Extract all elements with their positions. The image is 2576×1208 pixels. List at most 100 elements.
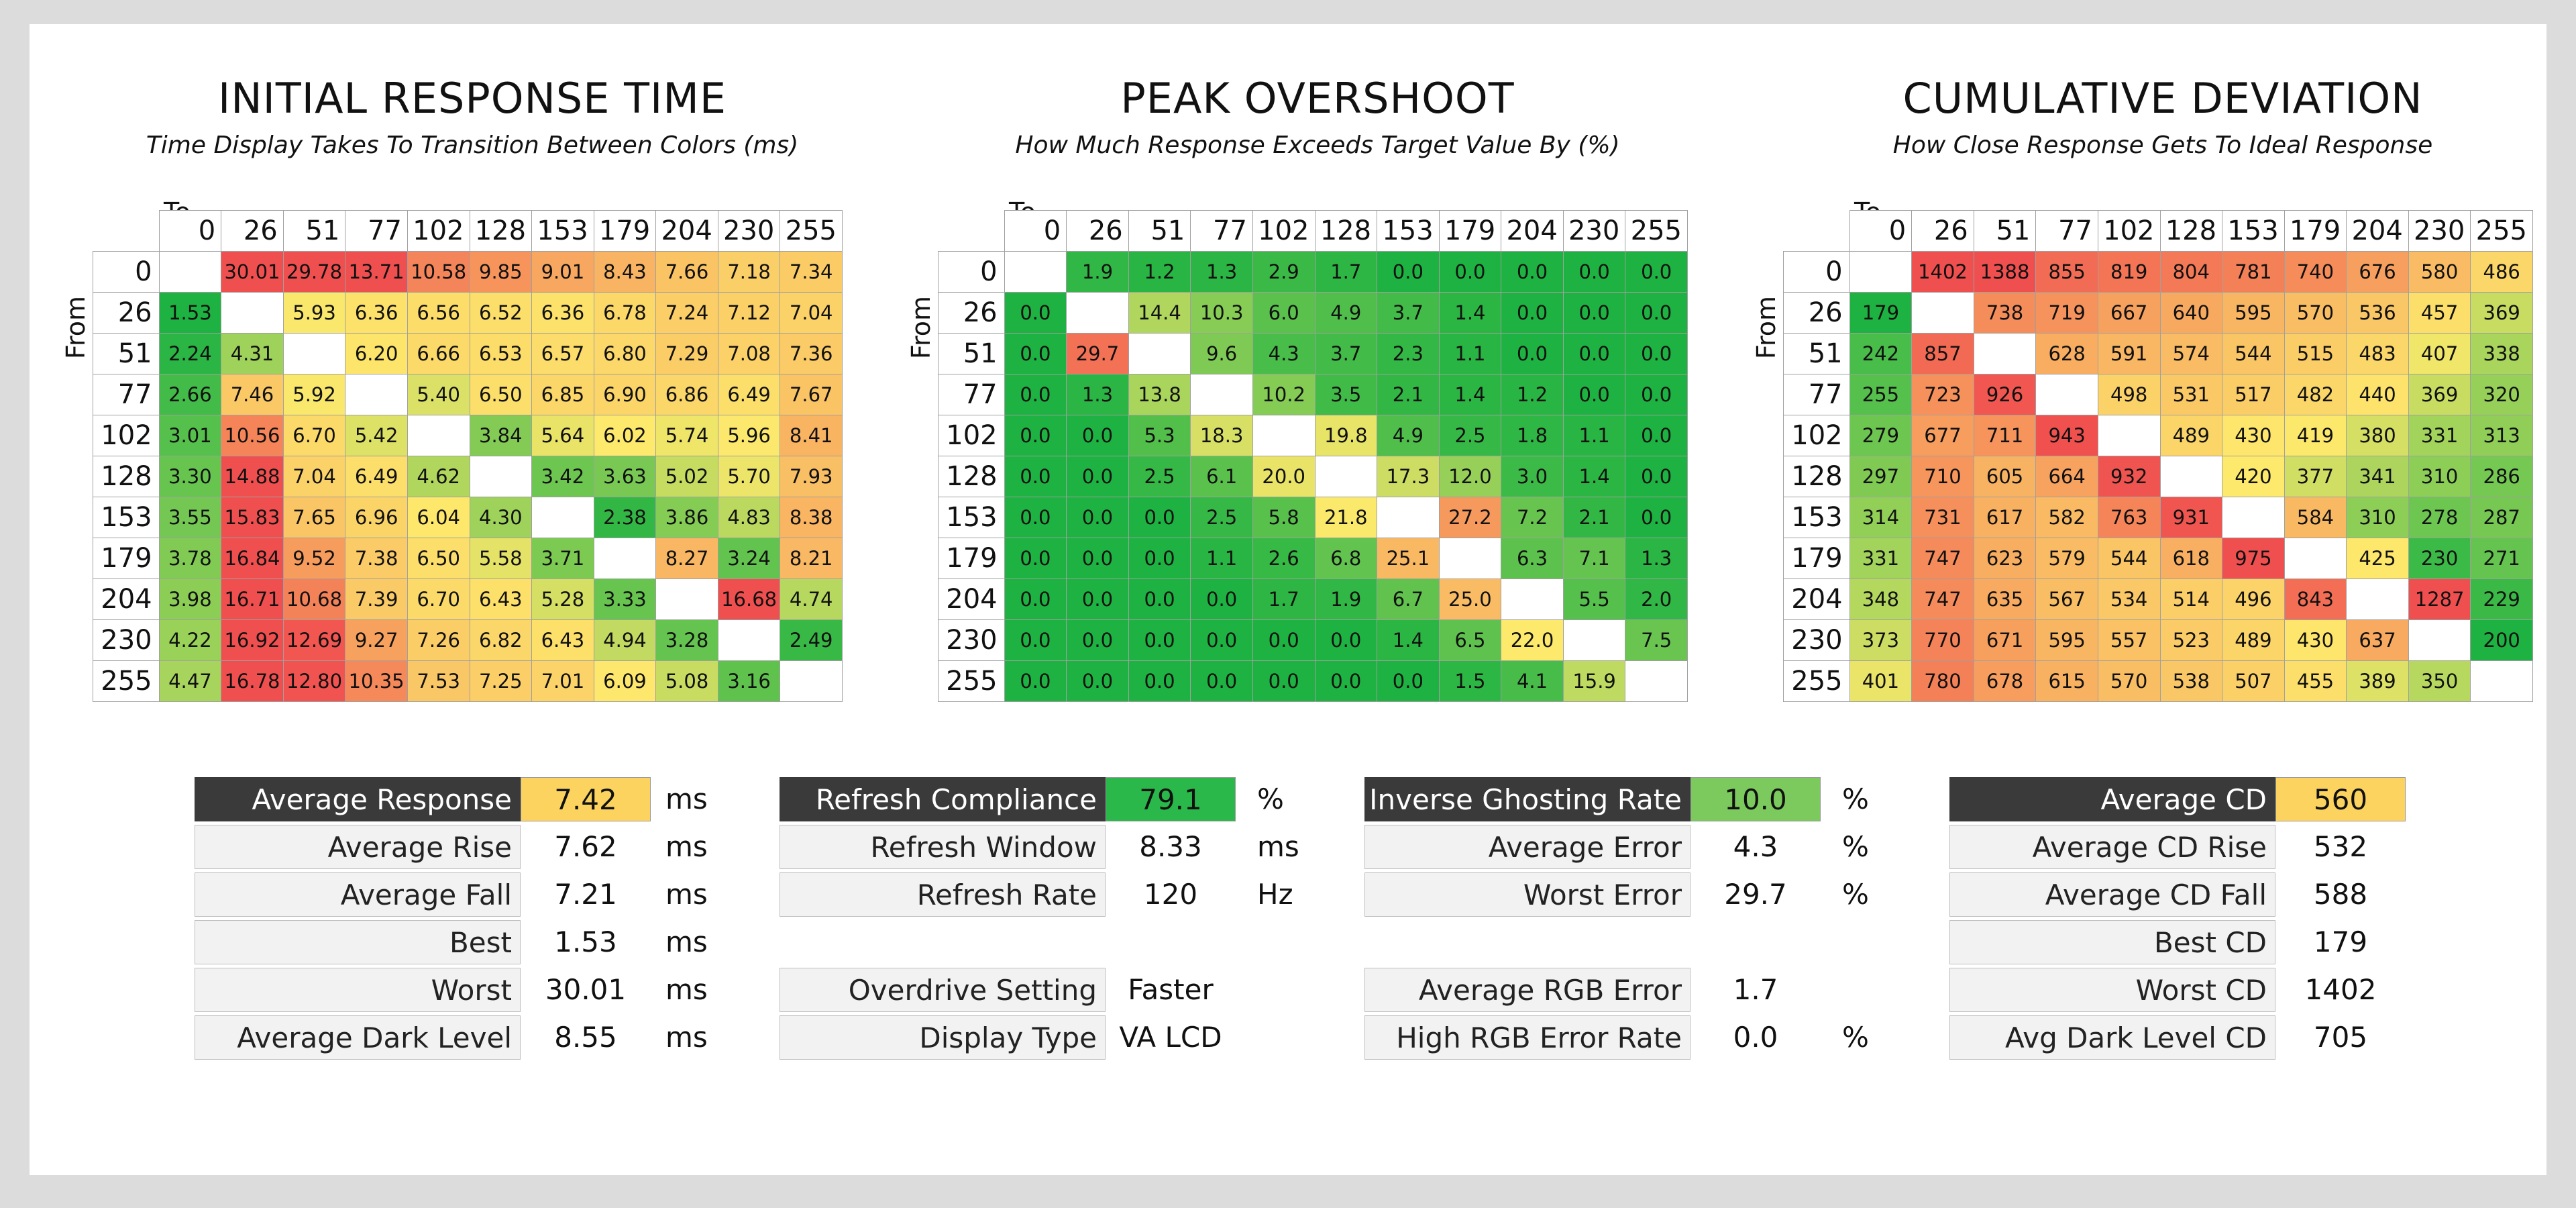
- heatmap-cell: 179: [1849, 292, 1913, 334]
- heatmap-cell: 19.8: [1314, 415, 1378, 456]
- heatmap-cell: 678: [1973, 660, 2037, 702]
- heatmap-cell: 0.0: [1314, 660, 1378, 702]
- x-tick-label: 153: [531, 210, 594, 252]
- heatmap-cell: 5.08: [655, 660, 718, 702]
- heatmap-cell: 6.50: [469, 374, 533, 415]
- heatmap-cell: 1.1: [1562, 415, 1626, 456]
- heatmap-cell: 4.83: [717, 497, 781, 538]
- heatmap-cell: 0.0: [1190, 619, 1253, 661]
- y-tick-label: 51: [93, 333, 160, 374]
- y-tick-label: 153: [938, 497, 1005, 538]
- heatmap-row: 179 331 747 623 579 544 618 975 425 230 271: [1783, 538, 2533, 579]
- heatmap-cell: 0.0: [1252, 619, 1316, 661]
- heatmap-cell: 8.38: [780, 497, 843, 538]
- stat-value: 30.01: [545, 973, 627, 1006]
- heatmap-cell: 580: [2408, 251, 2471, 293]
- heatmap-cell: 496: [2222, 578, 2285, 620]
- heatmap-cell: 4.30: [469, 497, 533, 538]
- heatmap-cell: 582: [2035, 497, 2098, 538]
- heatmap-cell: 1.1: [1438, 333, 1502, 374]
- heatmap-cell: 7.04: [780, 292, 843, 334]
- heatmap-cell: 0.0: [1314, 619, 1378, 661]
- heatmap-row: 0 30.01 29.78 13.71 10.58 9.85 9.01 8.43 7.66 7.1…: [93, 251, 843, 293]
- stat-unit: %: [1842, 830, 1869, 863]
- heatmap-cell: 430: [2222, 415, 2285, 456]
- heatmap-cell: 6.8: [1314, 538, 1378, 579]
- x-tick-label: 204: [655, 210, 718, 252]
- stat-label: Worst: [195, 968, 521, 1012]
- heatmap-cell: 3.01: [158, 415, 222, 456]
- heatmap-cell: 731: [1911, 497, 1974, 538]
- heatmap-cell: 1287: [2408, 578, 2471, 620]
- heatmap-row: 255 0.0 0.0 0.0 0.0 0.0 0.0 0.0 1.5 4.1 15.9: [938, 660, 1688, 702]
- stat-unit: ms: [665, 783, 708, 815]
- y-axis-label: From: [61, 295, 91, 360]
- stat-unit: ms: [665, 925, 708, 958]
- stat-value: 1402: [2304, 973, 2377, 1006]
- heatmap-cell: 1.1: [1190, 538, 1253, 579]
- heatmap-cell: 407: [2408, 333, 2471, 374]
- heatmap-cell: 1.4: [1562, 456, 1626, 497]
- stat-value: 179: [2313, 925, 2368, 958]
- heatmap-cell: 584: [2284, 497, 2347, 538]
- heatmap-cell: 4.47: [158, 660, 222, 702]
- heatmap-row: 26 179 738 719 667 640 595 570 536 457 369: [1783, 292, 2533, 334]
- x-tick-label: 0: [1004, 210, 1067, 252]
- y-tick-label: 77: [93, 374, 160, 415]
- y-tick-label: 102: [938, 415, 1005, 456]
- heatmap-row: 26 0.0 14.4 10.3 6.0 4.9 3.7 1.4 0.0 0.0 0.0: [938, 292, 1688, 334]
- heatmap-cell: 6.09: [593, 660, 657, 702]
- heatmap-cell: 7.53: [407, 660, 470, 702]
- y-tick-label: 0: [938, 251, 1005, 293]
- stat-row: Average CD Fall 588: [1949, 872, 2473, 917]
- heatmap-cell: 7.34: [780, 251, 843, 293]
- header-row: 0 26 51 77 102 128 153 179 204 230 255: [1784, 210, 2533, 252]
- heatmap-cell: 3.55: [158, 497, 222, 538]
- stat-row: Average Dark Level 8.55 ms: [195, 1015, 711, 1060]
- y-tick-label: 0: [93, 251, 160, 293]
- heatmap-cell: 0.0: [1066, 578, 1129, 620]
- heatmap-cell: [469, 456, 533, 497]
- x-tick-label: 26: [1066, 210, 1129, 252]
- y-tick-label: 255: [938, 660, 1005, 702]
- heatmap-cell: 2.49: [780, 619, 843, 661]
- x-tick-label: 51: [1128, 210, 1191, 252]
- heatmap-cell: 1.3: [1190, 251, 1253, 293]
- heatmap-cell: 531: [2159, 374, 2223, 415]
- heatmap-cell: 1.3: [1066, 374, 1129, 415]
- heatmap-cell: 932: [2097, 456, 2161, 497]
- heatmap-cell: 4.94: [593, 619, 657, 661]
- heatmap-cell: 6.0: [1252, 292, 1316, 334]
- heatmap-row: 0 1.9 1.2 1.3 2.9 1.7 0.0 0.0 0.0 0.0 0.0: [938, 251, 1688, 293]
- corner-cell: [1784, 211, 1850, 252]
- chart-title: CUMULATIVE DEVIATION: [1902, 74, 2423, 123]
- heatmap-cell: 13.8: [1128, 374, 1191, 415]
- y-tick-label: 204: [93, 578, 160, 620]
- heatmap-cell: 25.0: [1438, 578, 1502, 620]
- heatmap-cell: 16.84: [221, 538, 284, 579]
- heatmap-cell: 7.29: [655, 333, 718, 374]
- x-tick-label: 153: [2222, 210, 2285, 252]
- stat-value: 7.21: [554, 878, 617, 911]
- y-tick-label: 204: [1783, 578, 1850, 620]
- stat-row: Best 1.53 ms: [195, 920, 711, 964]
- x-tick-label: 255: [2470, 210, 2533, 252]
- heatmap-cell: 4.1: [1501, 660, 1564, 702]
- heatmap-cell: 595: [2222, 292, 2285, 334]
- heatmap-cell: 804: [2159, 251, 2223, 293]
- stat-label: Average CD Fall: [1949, 872, 2275, 917]
- heatmap-cell: 3.84: [469, 415, 533, 456]
- heatmap-cell: [158, 251, 222, 293]
- heatmap-cell: 331: [2408, 415, 2471, 456]
- heatmap-cell: 926: [1973, 374, 2037, 415]
- heatmap-cell: 0.0: [1501, 251, 1564, 293]
- heatmap-cell: [407, 415, 470, 456]
- heatmap-cell: 781: [2222, 251, 2285, 293]
- heatmap-cell: 369: [2470, 292, 2533, 334]
- stat-unit: ms: [665, 973, 708, 1006]
- heatmap-row: 128 297 710 605 664 932 420 377 341 310 286: [1783, 456, 2533, 497]
- heatmap-row: 204 0.0 0.0 0.0 0.0 1.7 1.9 6.7 25.0 5.5 2.0: [938, 578, 1688, 620]
- heatmap-cell: 591: [2097, 333, 2161, 374]
- heatmap-cell: 0.0: [1562, 333, 1626, 374]
- heatmap-cell: 6.90: [593, 374, 657, 415]
